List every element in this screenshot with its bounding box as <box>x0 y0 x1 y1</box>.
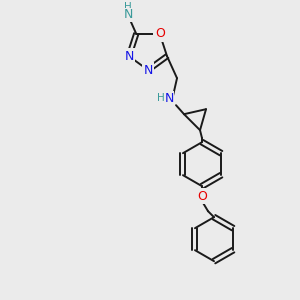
Text: N: N <box>124 50 134 63</box>
Text: N: N <box>143 64 153 76</box>
Text: O: O <box>197 190 207 203</box>
Text: O: O <box>155 27 165 40</box>
Text: N: N <box>164 92 174 105</box>
Text: N: N <box>124 8 133 21</box>
Text: H: H <box>157 93 165 103</box>
Text: H: H <box>124 2 132 12</box>
